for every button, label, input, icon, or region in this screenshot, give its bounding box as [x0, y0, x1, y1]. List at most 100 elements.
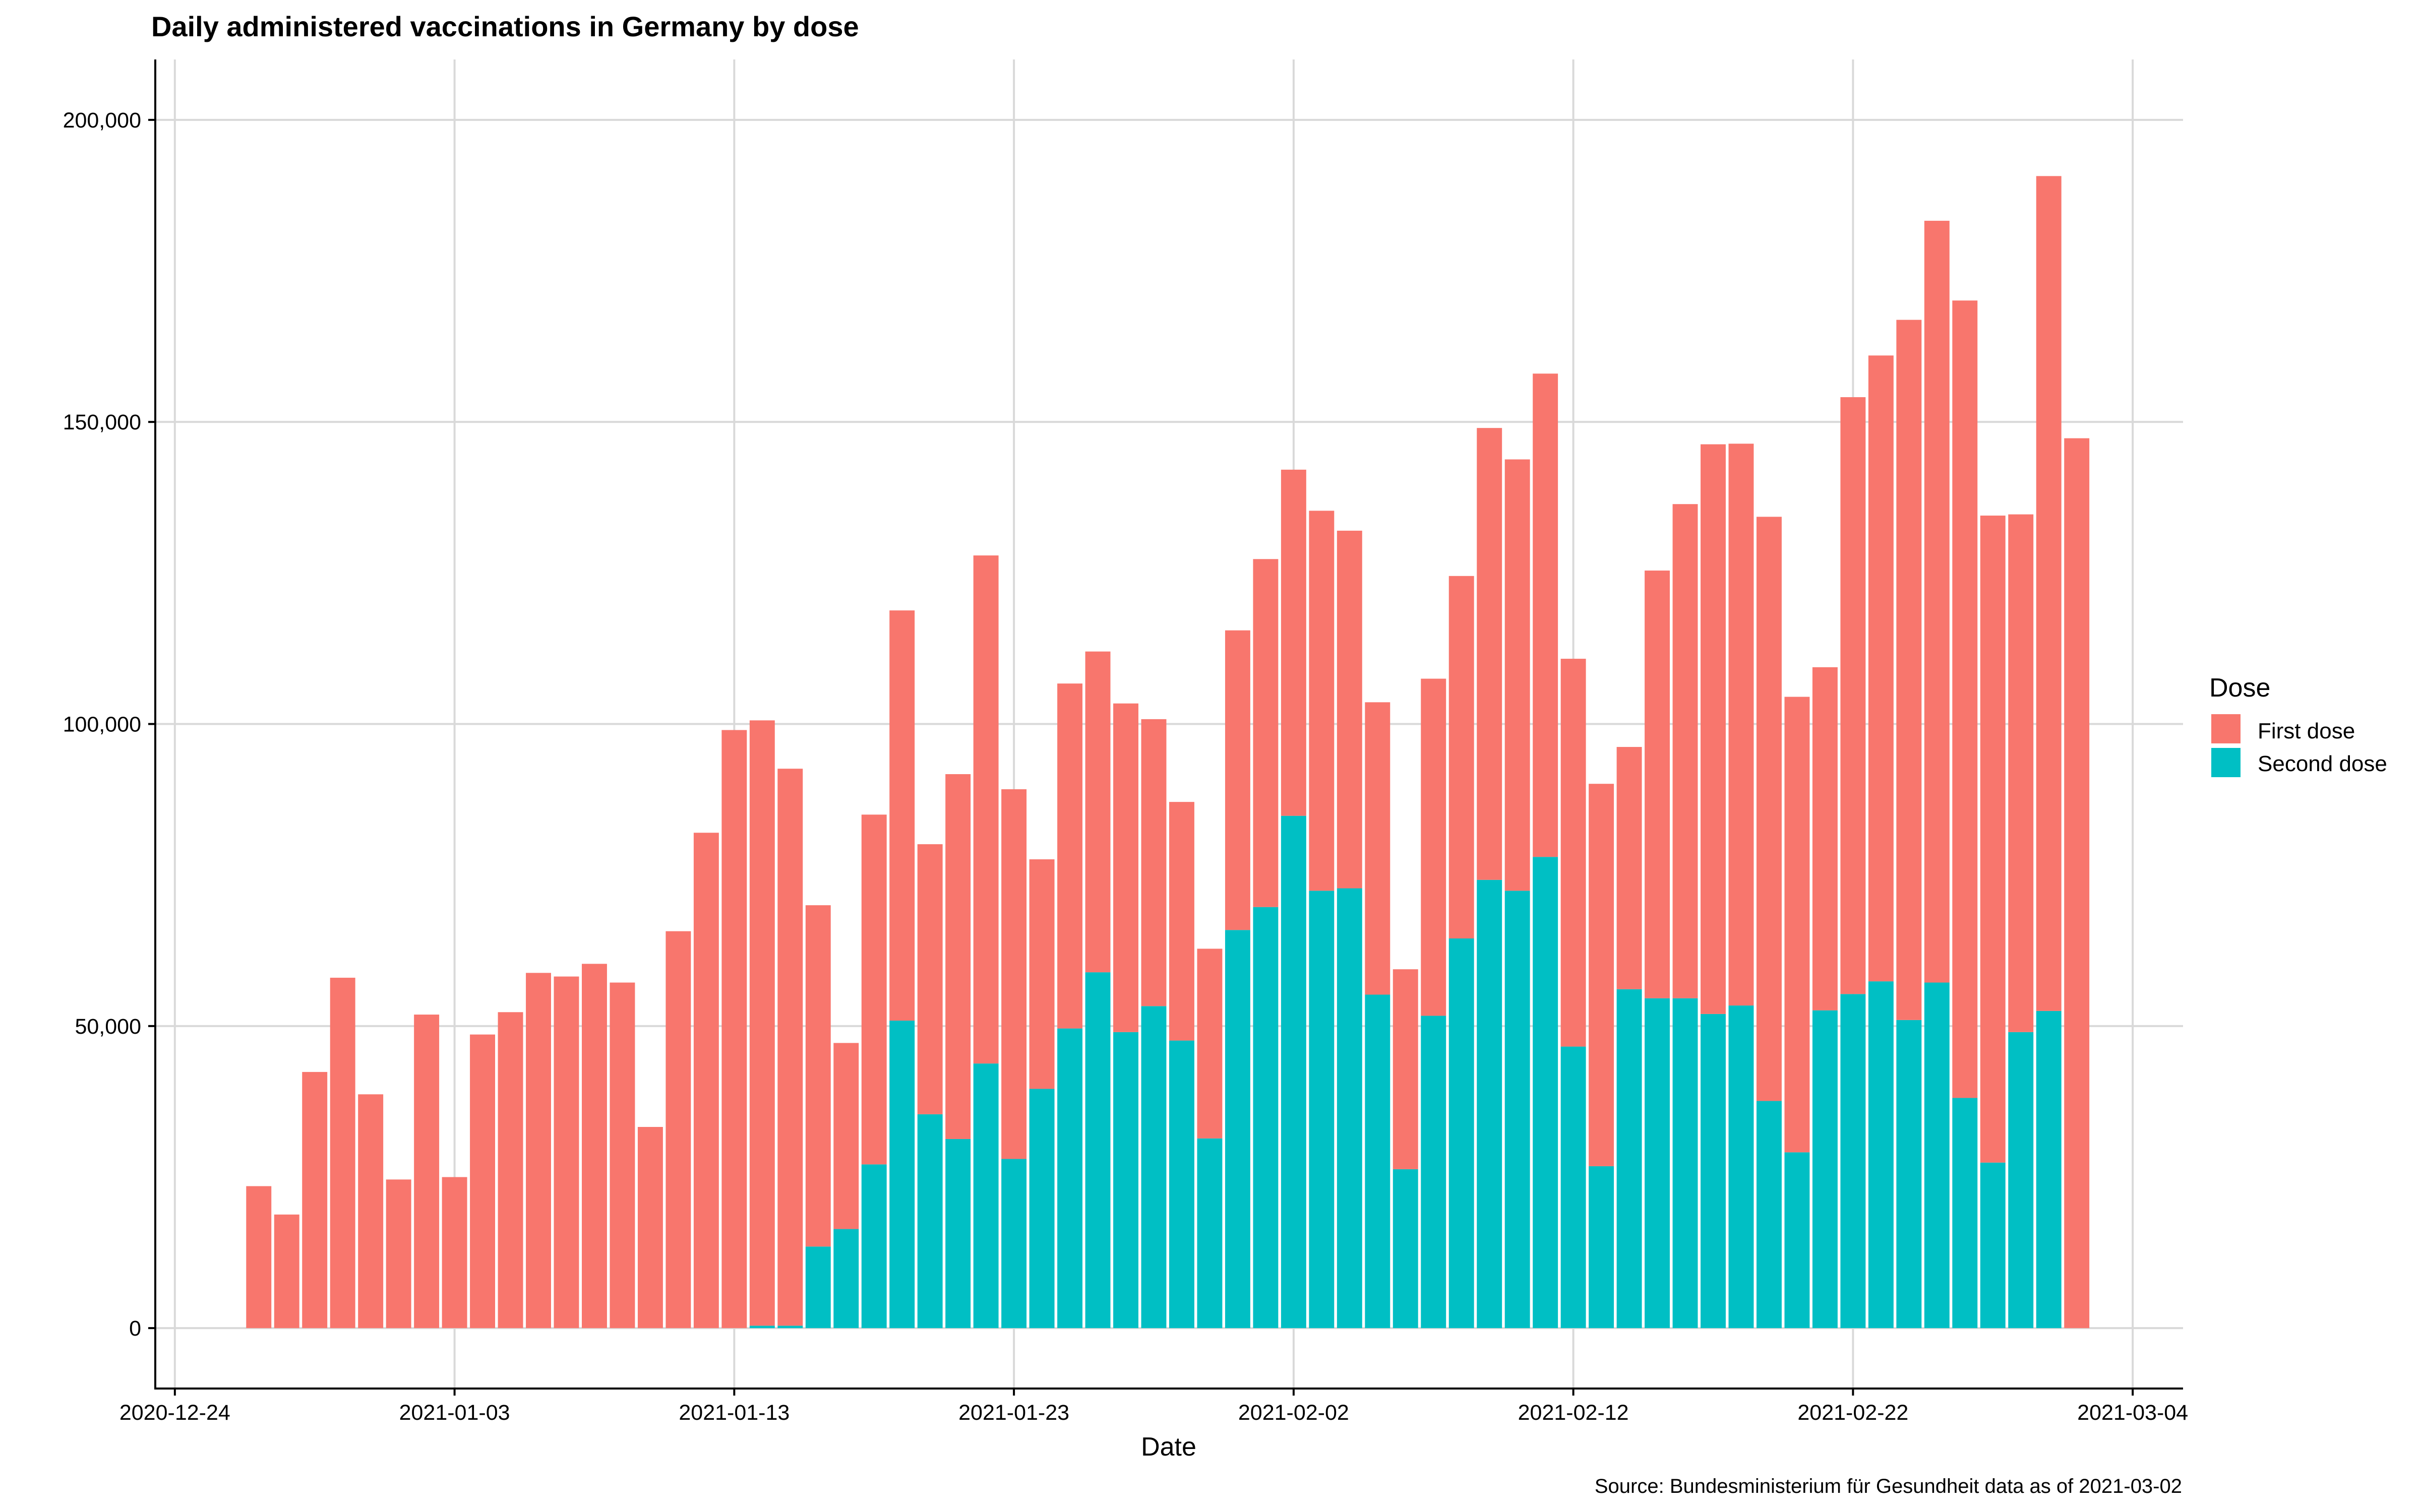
bar-first-dose: [1701, 444, 1726, 1014]
bar-first-dose: [246, 1186, 272, 1329]
bar-first-dose: [498, 1012, 523, 1329]
y-tick-label: 50,000: [75, 1015, 141, 1039]
bar-first-dose: [470, 1034, 496, 1329]
bar-first-dose: [1533, 373, 1558, 857]
bar-second-dose: [1784, 1152, 1810, 1329]
bar-first-dose: [1448, 576, 1474, 939]
bar-first-dose: [358, 1094, 384, 1329]
bar-second-dose: [1477, 879, 1502, 1329]
bar-second-dose: [1197, 1138, 1223, 1329]
bar-second-dose: [973, 1063, 999, 1329]
legend-key-second-dose: [2211, 748, 2241, 777]
bar-first-dose: [1924, 221, 1950, 983]
bar-second-dose: [1393, 1169, 1418, 1329]
bar-second-dose: [1672, 998, 1698, 1329]
bar-first-dose: [1337, 530, 1362, 889]
bar-second-dose: [1337, 888, 1362, 1329]
bar-first-dose: [526, 973, 551, 1329]
bar-first-dose: [1504, 459, 1530, 891]
bar-second-dose: [1029, 1089, 1055, 1329]
bar-first-dose: [330, 977, 355, 1329]
bar-first-dose: [861, 814, 887, 1165]
bar-first-dose: [554, 976, 579, 1329]
bar-first-dose: [1365, 702, 1390, 995]
bar-first-dose: [1001, 789, 1027, 1159]
bar-second-dose: [1141, 1006, 1167, 1329]
bar-second-dose: [1868, 981, 1894, 1329]
bar-second-dose: [1085, 972, 1111, 1329]
bar-second-dose: [1701, 1014, 1726, 1329]
bar-first-dose: [1393, 969, 1418, 1169]
x-tick-label: 2021-02-12: [1518, 1401, 1629, 1425]
bar-second-dose: [917, 1114, 943, 1329]
bar-first-dose: [721, 730, 747, 1329]
bar-first-dose: [1421, 678, 1446, 1016]
bar-second-dose: [1113, 1032, 1138, 1329]
bar-first-dose: [973, 555, 999, 1064]
bar-first-dose: [1169, 802, 1194, 1041]
bar-first-dose: [777, 769, 803, 1326]
chart-title: Daily administered vaccinations in Germa…: [151, 11, 859, 42]
bar-first-dose: [1477, 428, 1502, 880]
bar-second-dose: [1225, 930, 1250, 1329]
bar-first-dose: [1616, 747, 1642, 989]
bar-first-dose: [833, 1043, 859, 1229]
legend-label-second-dose: Second dose: [2258, 751, 2387, 776]
bar-first-dose: [582, 964, 607, 1329]
bar-second-dose: [945, 1139, 971, 1329]
bar-second-dose: [889, 1021, 915, 1329]
bar-second-dose: [805, 1246, 831, 1329]
bar-first-dose: [1952, 300, 1978, 1098]
bar-second-dose: [1504, 891, 1530, 1329]
bar-first-dose: [1728, 444, 1754, 1006]
legend-key-first-dose: [2211, 714, 2241, 743]
bar-second-dose: [1589, 1166, 1614, 1329]
bar-first-dose: [1197, 949, 1223, 1139]
bar-second-dose: [1365, 994, 1390, 1329]
bar-second-dose: [1001, 1159, 1027, 1329]
bars: [246, 176, 2090, 1329]
bar-first-dose: [637, 1126, 663, 1329]
x-tick-label: 2021-01-13: [679, 1401, 790, 1425]
x-tick-label: 2021-02-02: [1238, 1401, 1349, 1425]
bar-first-dose: [1645, 571, 1670, 998]
bar-second-dose: [1421, 1016, 1446, 1329]
bar-first-dose: [1784, 697, 1810, 1153]
bar-first-dose: [1840, 397, 1866, 994]
x-tick-label: 2021-01-03: [399, 1401, 510, 1425]
x-axis-title: Date: [1141, 1432, 1196, 1462]
bar-first-dose: [386, 1179, 411, 1329]
bar-first-dose: [2036, 176, 2062, 1011]
legend: Dose First dose Second dose: [2209, 673, 2387, 777]
bar-second-dose: [1728, 1005, 1754, 1329]
bar-second-dose: [1980, 1162, 2006, 1329]
bar-second-dose: [861, 1164, 887, 1329]
bar-second-dose: [1057, 1028, 1083, 1329]
bar-second-dose: [1281, 815, 1306, 1329]
y-tick-label: 0: [129, 1316, 141, 1341]
y-tick-label: 150,000: [63, 410, 141, 434]
x-tick-label: 2021-01-23: [958, 1401, 1069, 1425]
bar-first-dose: [1980, 515, 2006, 1163]
bar-second-dose: [1309, 891, 1335, 1329]
bar-first-dose: [442, 1177, 467, 1329]
bar-first-dose: [749, 720, 775, 1326]
bar-second-dose: [1812, 1010, 1838, 1329]
bar-first-dose: [302, 1072, 328, 1329]
bar-first-dose: [414, 1015, 440, 1329]
bar-second-dose: [749, 1326, 775, 1329]
bar-first-dose: [1896, 320, 1922, 1020]
bar-first-dose: [610, 982, 635, 1329]
x-tick-label: 2020-12-24: [119, 1401, 230, 1425]
bar-second-dose: [2008, 1032, 2034, 1329]
x-tick-label: 2021-03-04: [2077, 1401, 2188, 1425]
bar-first-dose: [1057, 683, 1083, 1029]
bar-second-dose: [1840, 994, 1866, 1329]
bar-second-dose: [1952, 1098, 1978, 1329]
bar-second-dose: [1616, 989, 1642, 1329]
bar-first-dose: [1113, 703, 1138, 1032]
bar-first-dose: [1029, 859, 1055, 1089]
bar-first-dose: [1756, 517, 1782, 1101]
bar-second-dose: [1533, 857, 1558, 1329]
source-caption: Source: Bundesministerium für Gesundheit…: [1595, 1475, 2182, 1497]
